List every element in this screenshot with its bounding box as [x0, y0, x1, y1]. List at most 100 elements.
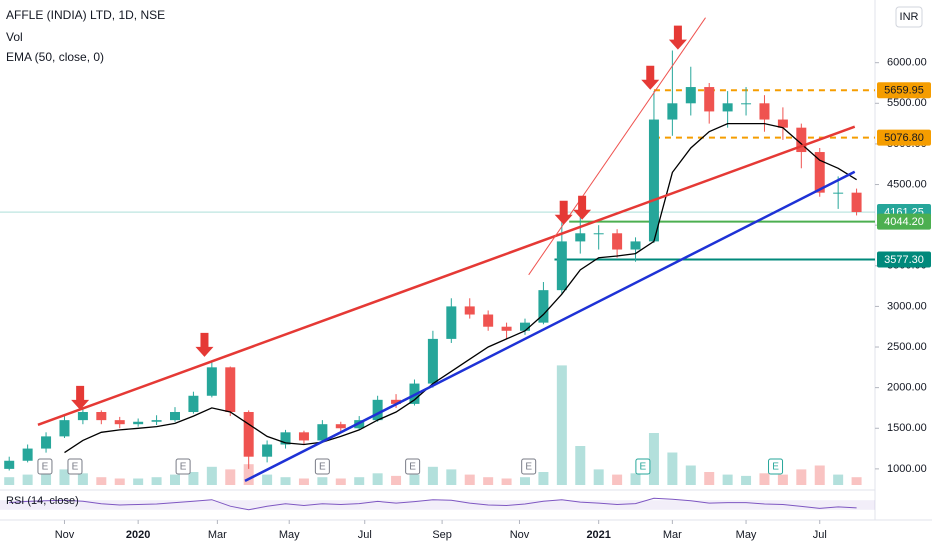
candle-body	[317, 424, 328, 441]
currency-box[interactable]	[895, 6, 923, 28]
candle-body	[520, 322, 530, 331]
x-tick-label: Mar	[663, 529, 682, 541]
price-label-box	[877, 82, 931, 99]
volume-bar	[648, 433, 659, 485]
price-label-box	[877, 129, 931, 146]
y-tick-label: 5500.00	[887, 97, 927, 109]
event-marker	[635, 458, 651, 475]
x-tick-label: Jul	[358, 529, 372, 541]
candle-body	[151, 420, 162, 422]
arrow-marker	[554, 200, 573, 225]
candle-body	[298, 432, 309, 441]
candle-body	[427, 338, 438, 384]
event-marker	[405, 458, 421, 475]
candle-body	[188, 395, 199, 413]
event-marker	[67, 458, 83, 475]
volume-bar	[520, 477, 530, 485]
candle-body	[741, 103, 752, 105]
event-marker	[768, 458, 784, 475]
candle-body	[280, 432, 291, 445]
candle-body	[96, 412, 107, 421]
volume-bar	[4, 477, 15, 485]
event-label: E	[180, 462, 187, 473]
candle-body	[243, 412, 254, 457]
volume-bar	[372, 473, 383, 485]
volume-bar	[777, 474, 788, 485]
volume-bar	[335, 478, 346, 485]
volume-bar	[427, 466, 438, 485]
arrow-marker	[71, 385, 90, 410]
candle-body	[575, 233, 586, 242]
candle-body	[722, 103, 733, 112]
arrow-marker	[573, 195, 592, 220]
volume-bar	[464, 474, 475, 485]
volume-bar	[851, 477, 862, 485]
arrow-marker	[668, 25, 687, 50]
event-marker	[37, 458, 53, 475]
event-label: E	[772, 462, 779, 473]
candle-body	[41, 436, 52, 449]
event-label: E	[42, 462, 49, 473]
x-tick-label: Jul	[813, 529, 827, 541]
volume-bar	[114, 478, 125, 485]
candle-body	[630, 241, 641, 250]
y-tick-label: 3000.00	[887, 300, 927, 312]
candle-body	[372, 399, 383, 421]
x-tick-label: Nov	[510, 529, 530, 541]
candle-body	[704, 87, 715, 112]
candle-body	[262, 444, 273, 457]
x-tick-label: 2021	[586, 529, 610, 541]
volume-bar	[833, 474, 844, 485]
volume-bar	[446, 469, 457, 485]
ema-line	[64, 122, 857, 454]
candle-body	[648, 119, 659, 242]
volume-bar	[22, 474, 33, 485]
volume-bar	[170, 474, 180, 485]
volume-bar	[225, 469, 236, 485]
trendline	[244, 170, 856, 483]
candle-body	[851, 192, 862, 213]
candle-body	[777, 119, 788, 128]
volume-bar	[685, 465, 696, 485]
candle-body	[667, 103, 678, 120]
candle-body	[77, 412, 88, 421]
volume-bar	[612, 474, 623, 485]
volume-bar	[630, 473, 641, 485]
arrow-marker	[195, 332, 214, 357]
candle-body	[501, 326, 512, 331]
x-tick-label: Mar	[208, 529, 227, 541]
currency[interactable]: INR	[900, 11, 919, 23]
y-tick-label: 2500.00	[887, 341, 927, 353]
rsi-label: RSI (14, close)	[6, 495, 79, 507]
volume-bar	[133, 478, 144, 485]
price-label: 5659.95	[884, 85, 924, 97]
volume-bar	[501, 478, 512, 485]
price-label-box	[877, 251, 931, 268]
volume-bar	[317, 477, 328, 485]
candle-body	[59, 420, 70, 437]
trendline	[37, 125, 856, 427]
candle-body	[114, 420, 125, 425]
volume-bar	[354, 477, 365, 485]
candle-body	[206, 367, 217, 396]
volume-bar	[593, 469, 604, 485]
price-label-box	[877, 213, 931, 230]
rsi-band	[0, 500, 875, 510]
candle-body	[833, 192, 844, 194]
volume-bar	[41, 472, 52, 485]
rsi-line	[9, 497, 857, 511]
y-tick-label: 6000.00	[887, 57, 927, 69]
candle-body	[391, 399, 402, 404]
y-tick-label: 4500.00	[887, 178, 927, 190]
candle-body	[556, 241, 567, 291]
candle-body	[612, 233, 623, 250]
candle-body	[796, 127, 807, 153]
candle-body	[225, 367, 236, 413]
volume-bar	[409, 474, 420, 485]
indicator-label: Vol	[6, 30, 23, 44]
volume-bar	[262, 474, 273, 485]
volume-bar	[704, 472, 715, 485]
volume-bar	[206, 466, 217, 485]
